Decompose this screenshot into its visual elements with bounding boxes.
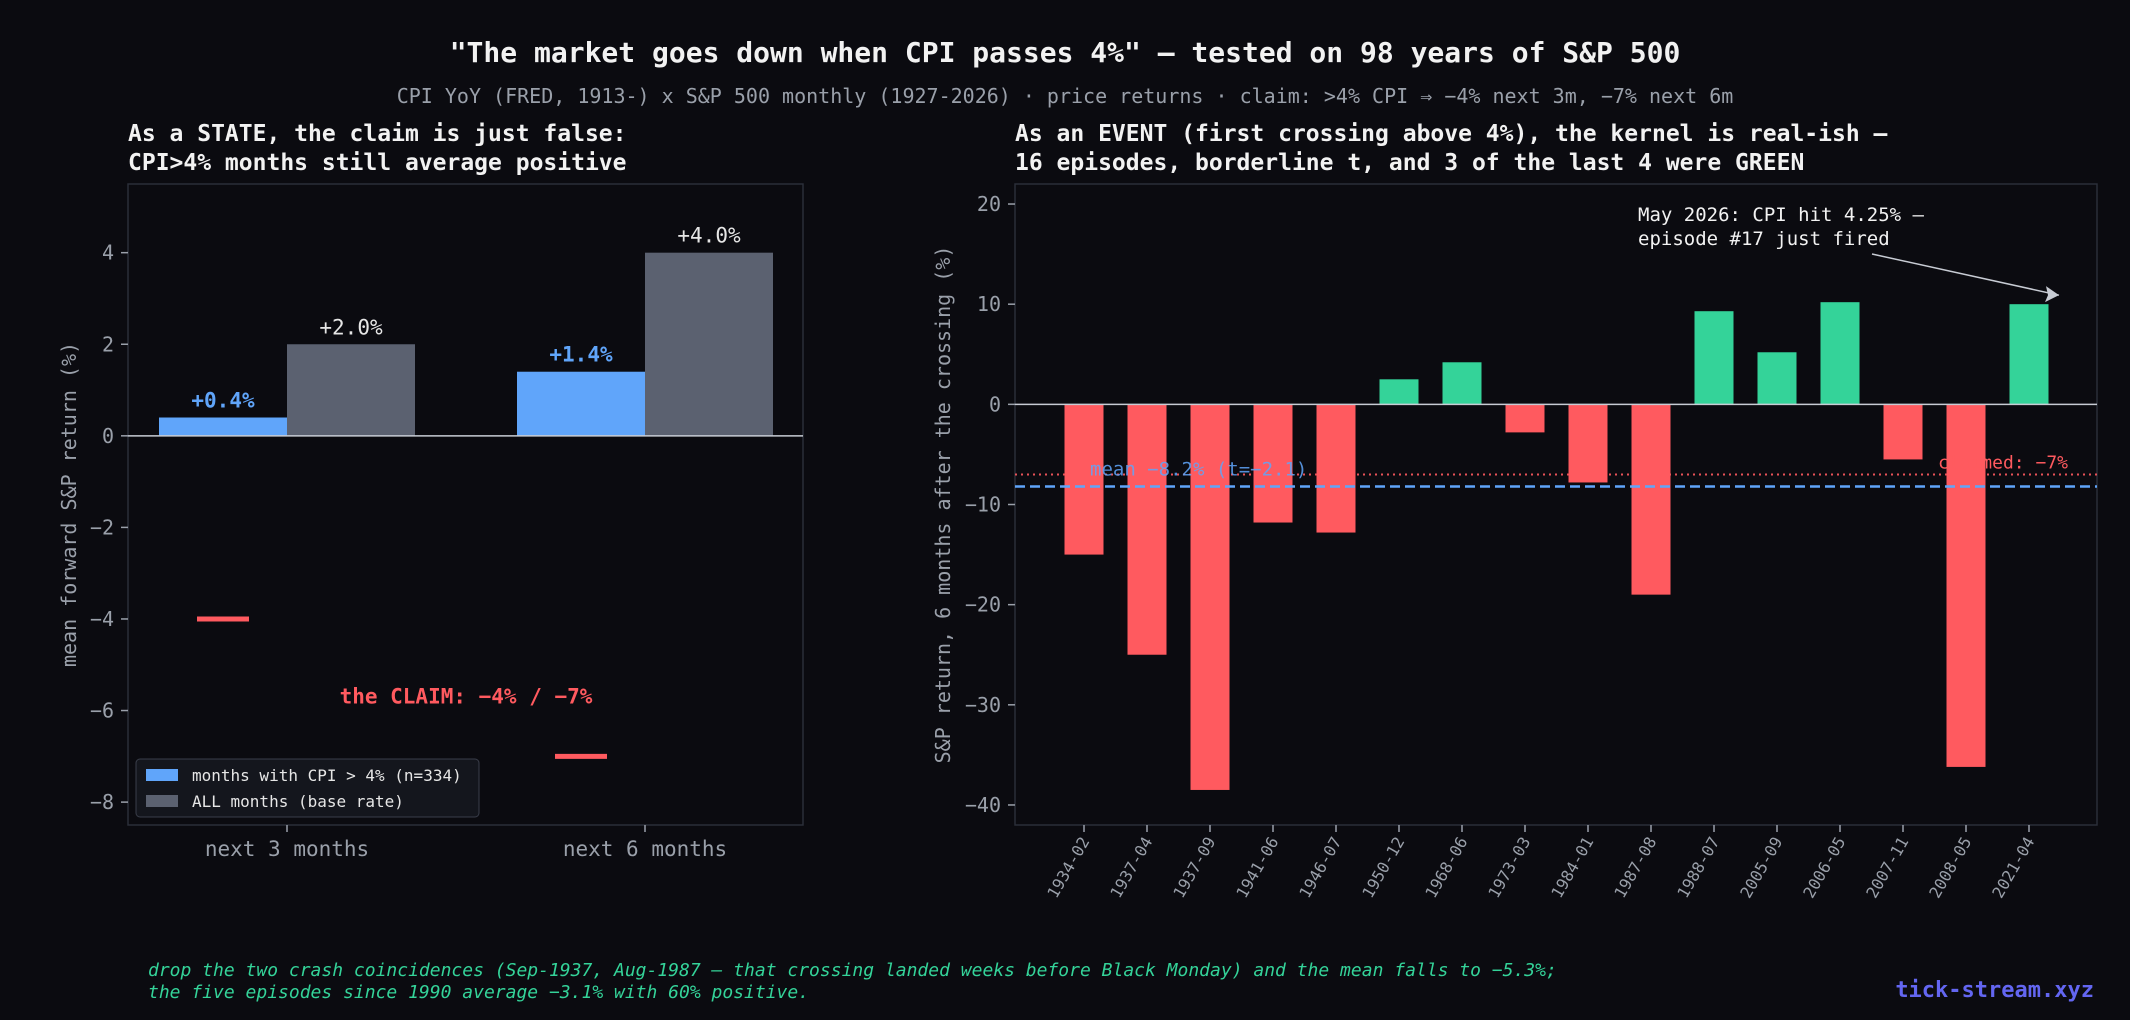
page-title: "The market goes down when CPI passes 4%… bbox=[449, 36, 1681, 69]
left-legend-swatch-0 bbox=[146, 769, 178, 781]
right-bar-11 bbox=[1757, 352, 1797, 405]
left-bar-s1-0 bbox=[287, 344, 415, 436]
right-bar-3 bbox=[1253, 404, 1293, 523]
right-annotation-line-1: May 2026: CPI hit 4.25% — bbox=[1638, 204, 1925, 226]
right-bar-1 bbox=[1127, 404, 1167, 655]
left-plot-frame bbox=[127, 183, 804, 826]
right-bar-12 bbox=[1820, 302, 1860, 405]
left-claim-label: the CLAIM: −4% / −7% bbox=[340, 685, 593, 709]
right-bar-8 bbox=[1568, 404, 1608, 483]
left-ytick-label-1: −6 bbox=[90, 699, 114, 723]
right-xtick-label-10: 1988-07 bbox=[1673, 834, 1723, 902]
right-claimed-label: claimed: −7% bbox=[1938, 452, 2068, 473]
left-xtick-label-1: next 6 months bbox=[563, 837, 727, 861]
left-legend-swatch-1 bbox=[146, 795, 178, 807]
right-xtick-label-5: 1950-12 bbox=[1358, 834, 1408, 902]
right-xtick-label-14: 2008-05 bbox=[1925, 834, 1975, 902]
right-plot-frame bbox=[1014, 183, 2098, 826]
left-ytick-label-2: −4 bbox=[90, 607, 114, 631]
right-bar-9 bbox=[1631, 404, 1671, 595]
right-ylabel: S&P return, 6 months after the crossing … bbox=[931, 246, 955, 764]
left-ytick-label-0: −8 bbox=[90, 790, 114, 814]
left-title-line-1: As a STATE, the claim is just false: bbox=[128, 121, 627, 147]
right-bar-6 bbox=[1442, 362, 1482, 405]
left-xtick-label-0: next 3 months bbox=[205, 837, 369, 861]
right-bar-5 bbox=[1379, 379, 1419, 405]
left-bar-label-s1-1: +4.0% bbox=[677, 224, 741, 248]
right-xtick-label-3: 1941-06 bbox=[1232, 834, 1282, 902]
right-xtick-label-9: 1987-08 bbox=[1610, 834, 1660, 902]
right-annotation-line-2: episode #17 just fired bbox=[1638, 228, 1890, 250]
footnote: drop the two crash coincidences (Sep-193… bbox=[148, 960, 1557, 1004]
right-xtick-label-6: 1968-06 bbox=[1421, 834, 1471, 902]
right-xtick-label-8: 1984-01 bbox=[1547, 834, 1597, 902]
right-ytick-label-4: 0 bbox=[989, 392, 1001, 416]
left-legend-box bbox=[135, 758, 480, 818]
right-bar-14 bbox=[1946, 404, 1986, 767]
right-ytick-label-2: −20 bbox=[965, 593, 1001, 617]
right-bar-4 bbox=[1316, 404, 1356, 533]
footnote-line-2: the five episodes since 1990 average −3.… bbox=[148, 982, 810, 1003]
left-ytick-label-6: 4 bbox=[102, 241, 114, 265]
right-xtick-label-12: 2006-05 bbox=[1799, 834, 1849, 902]
right-title-line-2: 16 episodes, borderline t, and 3 of the … bbox=[1015, 150, 1805, 176]
brand-link[interactable]: tick-stream.xyz bbox=[1895, 978, 2094, 1003]
right-title-line-1: As an EVENT (first crossing above 4%), t… bbox=[1015, 121, 1888, 147]
left-bar-s0-0 bbox=[159, 417, 287, 436]
right-ytick-label-1: −30 bbox=[965, 693, 1001, 717]
left-legend-label-0: months with CPI > 4% (n=334) bbox=[192, 766, 462, 785]
right-ytick-label-3: −10 bbox=[965, 493, 1001, 517]
left-bar-label-s0-0: +0.4% bbox=[191, 389, 255, 413]
right-xtick-label-15: 2021-04 bbox=[1988, 834, 2038, 902]
right-mean-label: mean −8.2% (t=−2.1) bbox=[1090, 458, 1307, 480]
right-ytick-label-6: 20 bbox=[977, 192, 1001, 216]
right-ytick-label-0: −40 bbox=[965, 793, 1001, 817]
right-bar-13 bbox=[1883, 404, 1923, 460]
left-ylabel: mean forward S&P return (%) bbox=[57, 342, 81, 667]
right-xtick-label-4: 1946-07 bbox=[1295, 834, 1345, 902]
right-annotation-arrow bbox=[1871, 253, 2060, 296]
right-bar-7 bbox=[1505, 404, 1545, 433]
left-bar-s1-1 bbox=[645, 252, 773, 436]
right-ytick-label-5: 10 bbox=[977, 292, 1001, 316]
right-bar-0 bbox=[1064, 404, 1104, 555]
left-bar-s0-1 bbox=[517, 371, 645, 436]
right-bar-15 bbox=[2009, 304, 2049, 405]
left-title-line-2: CPI>4% months still average positive bbox=[128, 150, 627, 176]
right-xtick-label-0: 1934-02 bbox=[1043, 834, 1093, 902]
left-ytick-label-5: 2 bbox=[102, 332, 114, 356]
left-ytick-label-4: 0 bbox=[102, 424, 114, 448]
right-xtick-label-2: 1937-09 bbox=[1169, 834, 1219, 902]
right-annotation-arrowhead bbox=[2045, 286, 2059, 303]
right-bar-2 bbox=[1190, 404, 1230, 790]
left-bar-label-s1-0: +2.0% bbox=[319, 315, 383, 339]
page-subtitle: CPI YoY (FRED, 1913-) x S&P 500 monthly … bbox=[396, 84, 1734, 108]
left-bar-label-s0-1: +1.4% bbox=[549, 343, 613, 367]
right-bar-10 bbox=[1694, 311, 1734, 405]
left-legend-label-1: ALL months (base rate) bbox=[192, 792, 404, 811]
right-xtick-label-11: 2005-09 bbox=[1736, 834, 1786, 902]
right-xtick-label-7: 1973-03 bbox=[1484, 834, 1534, 902]
right-xtick-label-13: 2007-11 bbox=[1862, 834, 1912, 902]
right-panel-title: As an EVENT (first crossing above 4%), t… bbox=[1015, 120, 1887, 178]
left-panel-title: As a STATE, the claim is just false: CPI… bbox=[128, 120, 627, 178]
left-ytick-label-3: −2 bbox=[90, 515, 114, 539]
right-xtick-label-1: 1937-04 bbox=[1106, 834, 1156, 902]
footnote-line-1: drop the two crash coincidences (Sep-193… bbox=[148, 960, 1557, 981]
